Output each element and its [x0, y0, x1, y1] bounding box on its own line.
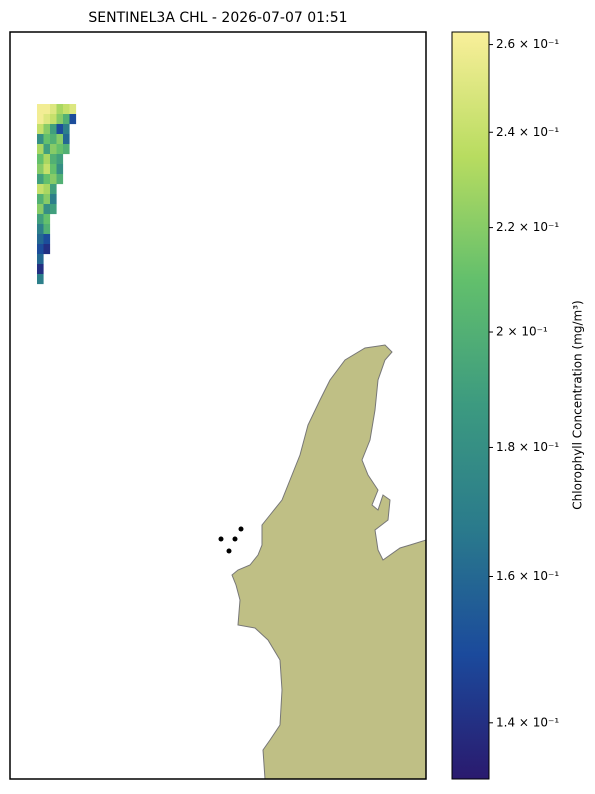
pixel [69, 114, 77, 125]
pixel [43, 234, 51, 245]
marker [218, 536, 224, 542]
pixel [43, 224, 51, 235]
pixel [37, 174, 44, 185]
pixel [63, 114, 70, 125]
pixel [37, 134, 44, 145]
pixel [37, 184, 44, 195]
pixel [37, 144, 44, 155]
colorbar-label: Chlorophyll Concentration (mg/m³) [571, 300, 585, 509]
pixel [43, 184, 51, 195]
pixel [50, 134, 57, 145]
pixel [43, 104, 51, 115]
pixel [50, 114, 57, 125]
pixel [37, 154, 44, 165]
pixel [56, 174, 64, 185]
map-frame [9, 31, 427, 780]
pixel [37, 164, 44, 175]
pixel [43, 134, 51, 145]
pixel [50, 144, 57, 155]
chart-title: SENTINEL3A CHL - 2026-07-07 01:51 [88, 10, 347, 26]
colorbar-tick-label: 2.4 × 10⁻¹ [496, 125, 559, 139]
pixel [50, 124, 57, 135]
pixel [43, 194, 51, 205]
pixel [37, 234, 44, 245]
pixel [37, 124, 44, 135]
pixel [69, 104, 77, 115]
pixel [43, 244, 51, 255]
pixel [37, 244, 44, 255]
pixel [37, 254, 44, 265]
pixel [63, 104, 70, 115]
pixel [56, 154, 64, 165]
pixel [37, 214, 44, 225]
pixel [37, 264, 44, 275]
pixel [43, 164, 51, 175]
pixel [50, 154, 57, 165]
colorbar-tick-label: 1.4 × 10⁻¹ [496, 715, 559, 729]
marker [238, 526, 244, 532]
pixel [43, 114, 51, 125]
pixel [56, 164, 64, 175]
pixel [37, 104, 44, 115]
colorbar-tick-label: 2 × 10⁻¹ [496, 325, 548, 339]
pixel [43, 154, 51, 165]
pixel [56, 134, 64, 145]
marker [226, 548, 232, 554]
colorbar-tick-label: 2.6 × 10⁻¹ [496, 37, 559, 51]
colorbar-tick-label: 2.2 × 10⁻¹ [496, 220, 559, 234]
pixel [56, 124, 64, 135]
pixel [37, 224, 44, 235]
pixel [43, 204, 51, 215]
pixel [56, 144, 64, 155]
colorbar-tick-label: 1.8 × 10⁻¹ [496, 440, 559, 454]
pixel [37, 204, 44, 215]
pixel [50, 184, 57, 195]
pixel [50, 104, 57, 115]
markers [218, 526, 244, 554]
pixel [37, 274, 44, 285]
pixel [43, 144, 51, 155]
pixel [43, 214, 51, 225]
pixel [50, 174, 57, 185]
pixel [37, 114, 44, 125]
pixel [50, 164, 57, 175]
land [231, 344, 427, 780]
pixel [50, 204, 57, 215]
pixel [63, 144, 70, 155]
pixel [43, 174, 51, 185]
colorbar [451, 31, 490, 780]
marker [232, 536, 238, 542]
pixel [43, 124, 51, 135]
pixel [56, 114, 64, 125]
colorbar-tick-label: 1.6 × 10⁻¹ [496, 569, 559, 583]
pixel [63, 134, 70, 145]
pixel [63, 124, 70, 135]
pixel [50, 194, 57, 205]
pixel [56, 104, 64, 115]
pixel [37, 194, 44, 205]
